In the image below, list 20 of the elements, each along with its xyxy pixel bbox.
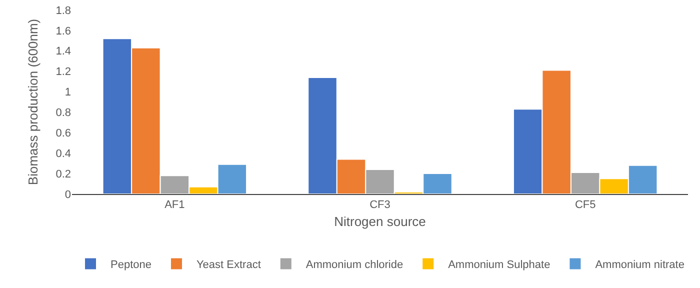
y-tick-label: 0.4 <box>56 148 71 160</box>
x-axis-title: Nitrogen source <box>334 214 426 229</box>
y-tick-label: 0.6 <box>56 128 71 140</box>
legend-label: Yeast Extract <box>196 258 261 271</box>
legend-label: Ammonium chloride <box>306 258 404 271</box>
y-tick-label: 0 <box>64 188 71 201</box>
y-tick-label: 0.2 <box>56 168 71 180</box>
y-tick-label: 1.2 <box>56 66 71 78</box>
y-tick-label: 1.8 <box>56 4 71 17</box>
legend-label: Peptone <box>110 258 152 271</box>
y-tick-label: 1 <box>64 86 71 99</box>
x-tick-label: AF1 <box>164 199 185 212</box>
x-tick-label: CF3 <box>370 199 390 212</box>
y-tick-label: 0.8 <box>56 107 71 120</box>
x-tick-label: CF5 <box>574 199 596 212</box>
y-axis-title: Biomass production (600nm) <box>26 18 41 186</box>
y-tick-label: 1.4 <box>56 46 71 58</box>
y-tick-label: 1.6 <box>56 25 71 38</box>
legend-label: Ammonium Sulphate <box>448 258 550 271</box>
legend-label: Ammonium nitrate <box>595 258 684 271</box>
